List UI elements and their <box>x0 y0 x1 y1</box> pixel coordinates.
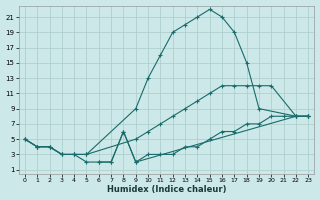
X-axis label: Humidex (Indice chaleur): Humidex (Indice chaleur) <box>107 185 226 194</box>
